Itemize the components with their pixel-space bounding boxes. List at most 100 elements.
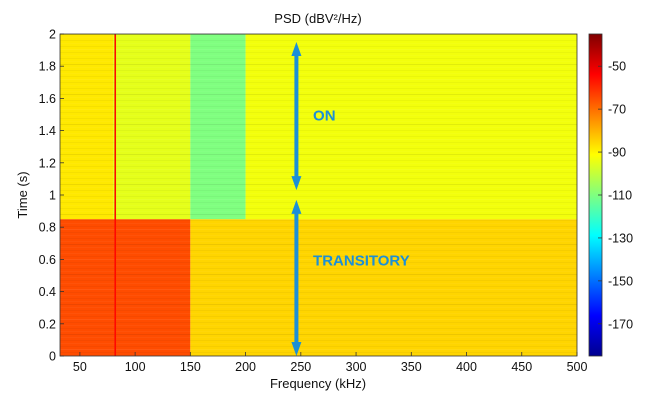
texture-row — [60, 235, 577, 236]
texture-row — [60, 346, 577, 347]
x-tick-label: 100 — [125, 360, 146, 374]
texture-row — [60, 331, 577, 332]
texture-row — [60, 52, 577, 53]
texture-row — [60, 157, 577, 158]
colorbar-tick-label: -170 — [608, 317, 633, 331]
texture-row — [60, 223, 577, 224]
texture-row — [60, 178, 577, 179]
texture-row — [60, 166, 577, 167]
x-tick-label: 400 — [456, 360, 477, 374]
texture-row — [60, 142, 577, 143]
texture-row — [60, 55, 577, 56]
y-axis-label: Time (s) — [15, 171, 30, 218]
texture-row — [60, 100, 577, 101]
y-tick-label: 1.2 — [39, 156, 56, 170]
texture-row — [60, 49, 577, 50]
texture-row — [60, 85, 577, 86]
texture-row — [60, 208, 577, 209]
texture-row — [60, 289, 577, 290]
texture-row — [60, 307, 577, 308]
texture-row — [60, 229, 577, 230]
texture-row — [60, 292, 577, 293]
texture-row — [60, 40, 577, 41]
annotation-label: TRANSITORY — [313, 252, 410, 269]
texture-row — [60, 313, 577, 314]
texture-row — [60, 349, 577, 350]
texture-row — [60, 295, 577, 296]
psd-region — [113, 34, 191, 220]
texture-row — [60, 352, 577, 353]
x-axis-label: Frequency (kHz) — [270, 376, 366, 391]
arrow-head-down — [291, 342, 302, 356]
texture-row — [60, 211, 577, 212]
texture-row — [60, 91, 577, 92]
texture-row — [60, 226, 577, 227]
texture-row — [60, 37, 577, 38]
colorbar-axis: -50 -70 -90 -110 -130 -150 -170 — [598, 60, 633, 331]
texture-row — [60, 190, 577, 191]
x-tick-label: 500 — [567, 360, 588, 374]
texture-row — [60, 316, 577, 317]
colorbar-tick-label: -70 — [608, 103, 626, 117]
texture-row — [60, 271, 577, 272]
x-tick-label: 250 — [290, 360, 311, 374]
texture-row — [60, 127, 577, 128]
y-tick-label: 0.2 — [39, 317, 56, 331]
x-axis: 50 100 150 200 250 300 350 400 450 500 — [73, 352, 588, 374]
texture-row — [60, 286, 577, 287]
texture-row — [60, 97, 577, 98]
x-tick-label: 150 — [180, 360, 201, 374]
texture-row — [60, 58, 577, 59]
texture-row — [60, 151, 577, 152]
texture-row — [60, 124, 577, 125]
texture-row — [60, 277, 577, 278]
psd-region — [190, 34, 246, 220]
texture-row — [60, 301, 577, 302]
texture-row — [60, 184, 577, 185]
texture-row — [60, 160, 577, 161]
y-tick-label: 1.6 — [39, 92, 56, 106]
y-tick-label: 1.8 — [39, 60, 56, 74]
y-tick-label: 2 — [49, 28, 56, 42]
texture-row — [60, 148, 577, 149]
texture-row — [60, 205, 577, 206]
texture-row — [60, 145, 577, 146]
psd-region — [245, 34, 577, 220]
texture-row — [60, 325, 577, 326]
texture-row — [60, 130, 577, 131]
texture-row — [60, 343, 577, 344]
texture-row — [60, 103, 577, 104]
colorbar-tick-label: -150 — [608, 274, 633, 288]
texture-row — [60, 259, 577, 260]
y-tick-label: 0 — [49, 350, 56, 364]
time-row-texture — [60, 34, 577, 353]
colorbar-tick-label: -50 — [608, 60, 626, 74]
annotation-layer: ON TRANSITORY — [313, 108, 410, 270]
colorbar-tick-label: -130 — [608, 231, 633, 245]
psd-region — [60, 219, 191, 356]
texture-row — [60, 172, 577, 173]
texture-row — [60, 298, 577, 299]
texture-row — [60, 136, 577, 137]
psd-region-layer — [60, 34, 577, 356]
texture-row — [60, 88, 577, 89]
y-tick-label: 1.4 — [39, 124, 56, 138]
texture-row — [60, 241, 577, 242]
texture-row — [60, 340, 577, 341]
x-tick-label: 300 — [346, 360, 367, 374]
chart-title: PSD (dBV²/Hz) — [274, 11, 361, 26]
texture-row — [60, 319, 577, 320]
texture-row — [60, 334, 577, 335]
texture-row — [60, 250, 577, 251]
arrow-head-up — [291, 42, 302, 57]
texture-row — [60, 181, 577, 182]
y-tick-label: 1 — [49, 189, 56, 203]
texture-row — [60, 202, 577, 203]
texture-row — [60, 139, 577, 140]
texture-row — [60, 76, 577, 77]
texture-row — [60, 70, 577, 71]
texture-row — [60, 199, 577, 200]
texture-row — [60, 154, 577, 155]
texture-row — [60, 67, 577, 68]
